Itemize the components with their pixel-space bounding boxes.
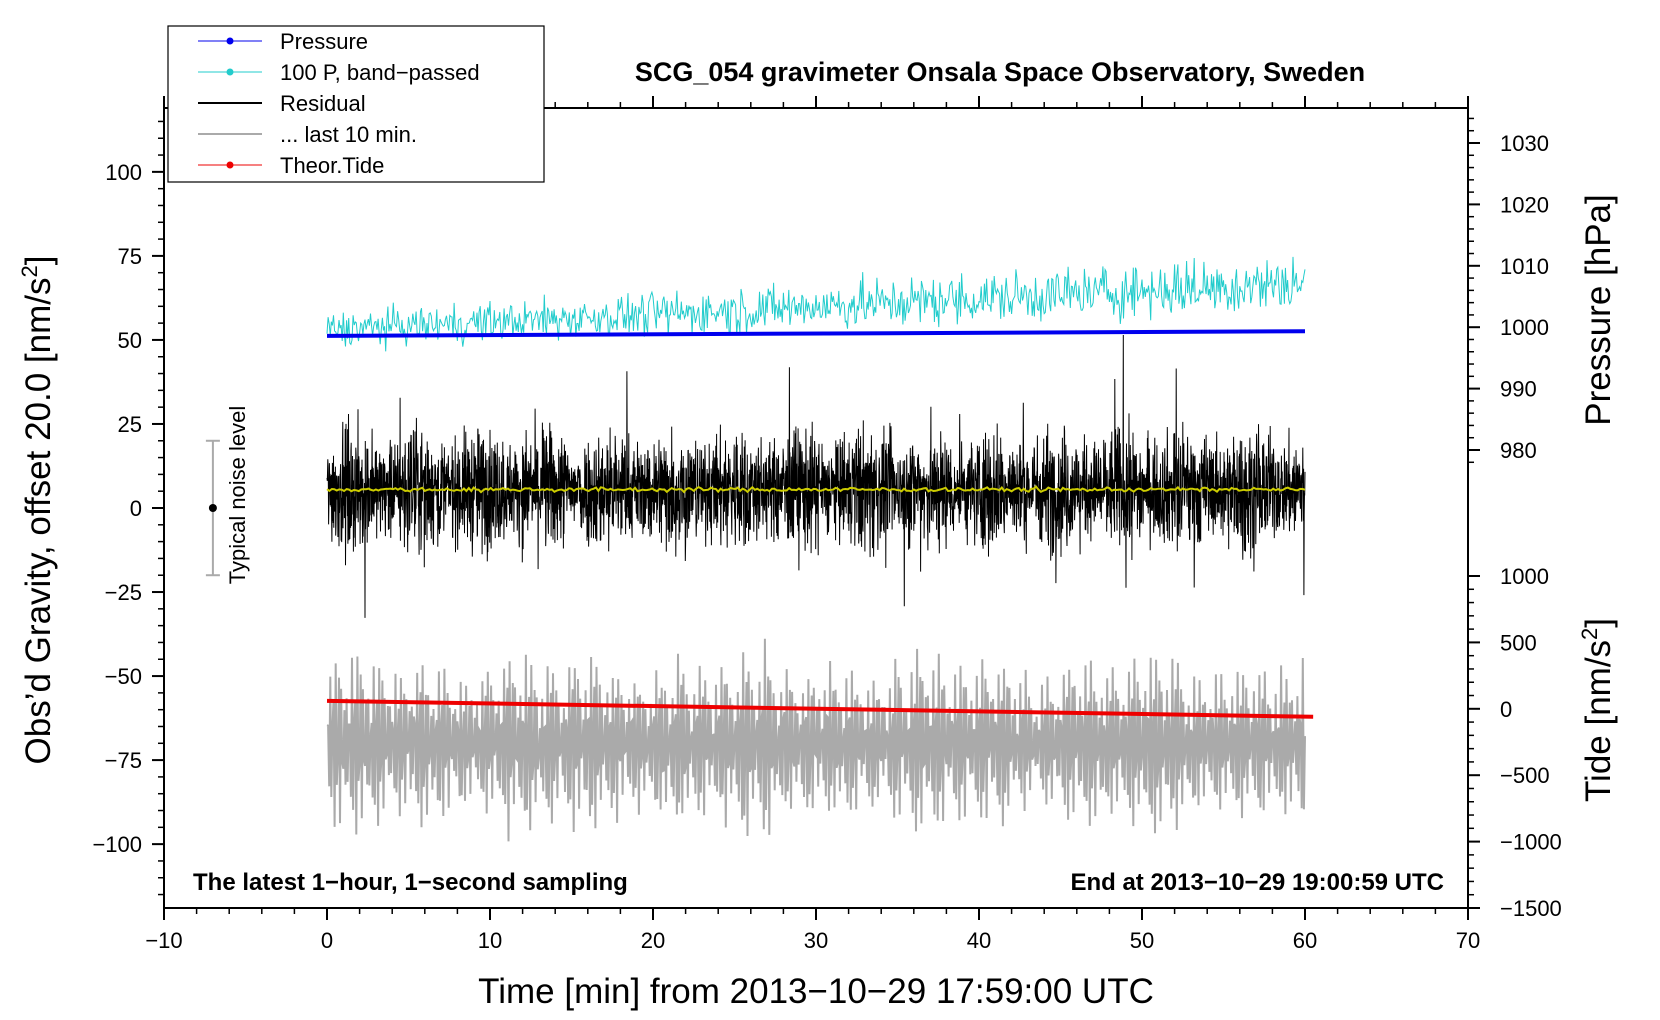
annotation-left: The latest 1−hour, 1−second sampling — [193, 869, 628, 896]
tide-tick-label: 500 — [1500, 630, 1537, 655]
pressure-tick-label: 1000 — [1500, 315, 1549, 340]
tide-tick-label: 1000 — [1500, 564, 1549, 589]
y-axis-tide-label-tail: ] — [1579, 618, 1618, 628]
legend-label: 100 P, band−passed — [280, 60, 480, 85]
x-tick-label: 40 — [967, 928, 991, 953]
pressure-tick-label: 1020 — [1500, 192, 1549, 217]
series-last-10-min — [326, 638, 1306, 842]
y-axis-left-label-main: Obs’d Gravity, offset 20.0 [nm/s — [19, 278, 58, 765]
x-tick-label: 30 — [804, 928, 828, 953]
y-tick-label: −100 — [92, 832, 142, 857]
y-tick-label: −75 — [105, 748, 142, 773]
legend-marker — [226, 37, 234, 45]
y-tick-label: 100 — [105, 160, 142, 185]
y-axis-tide: 1000 500 0 −500 −1000 −1500 — [1468, 564, 1562, 921]
y-axis-left-label: Obs’d Gravity, offset 20.0 [nm/s2] — [17, 256, 58, 765]
x-tick-label: 10 — [478, 928, 502, 953]
y-tick-label: 25 — [118, 412, 142, 437]
pressure-tick-label: 1030 — [1500, 131, 1549, 156]
x-tick-label: 20 — [641, 928, 665, 953]
legend-label: Theor.Tide — [280, 153, 384, 178]
y-tick-label: 50 — [118, 328, 142, 353]
x-tick-label: 50 — [1130, 928, 1154, 953]
y-axis-left-label-sup: 2 — [17, 265, 42, 277]
y-tick-label: −25 — [105, 580, 142, 605]
y-tick-label: 75 — [118, 244, 142, 269]
y-axis-tide-label-main: Tide [nm/s — [1579, 640, 1618, 802]
series-pressure — [326, 329, 1306, 338]
noise-level-label: Typical noise level — [225, 406, 250, 585]
legend-marker — [226, 161, 234, 169]
series-residual-mean — [326, 485, 1306, 494]
x-axis: −10 0 10 20 30 40 50 60 70 — [145, 96, 1480, 953]
pressure-tick-label: 1010 — [1500, 254, 1549, 279]
noise-level-bar — [205, 439, 220, 577]
y-axis-tide-label: Tide [nm/s2] — [1577, 618, 1618, 802]
series-layer — [326, 256, 1314, 842]
y-axis-pressure-label: Pressure [hPa] — [1579, 194, 1618, 426]
y-tick-label: 0 — [130, 496, 142, 521]
legend-label: ... last 10 min. — [280, 122, 417, 147]
series-residual — [326, 334, 1306, 618]
tide-tick-label: 0 — [1500, 697, 1512, 722]
legend-label: Residual — [280, 91, 366, 116]
legend-label: Pressure — [280, 29, 368, 54]
x-tick-label: 0 — [321, 928, 333, 953]
tide-tick-label: −1000 — [1500, 830, 1562, 855]
series-band-passed — [326, 256, 1306, 352]
chart-title: SCG_054 gravimeter Onsala Space Observat… — [635, 57, 1365, 87]
pressure-tick-label: 990 — [1500, 377, 1537, 402]
x-tick-label: 70 — [1456, 928, 1480, 953]
pressure-tick-label: 980 — [1500, 438, 1537, 463]
tide-tick-label: −500 — [1500, 763, 1550, 788]
y-tick-label: −50 — [105, 664, 142, 689]
legend: Pressure 100 P, band−passed Residual ... la… — [167, 25, 545, 183]
x-axis-label: Time [min] from 2013−10−29 17:59:00 UTC — [478, 972, 1154, 1011]
legend-marker — [226, 68, 234, 76]
x-tick-label: −10 — [145, 928, 182, 953]
series-theor-tide — [326, 698, 1314, 719]
y-axis-pressure: 1030 1020 1010 1000 990 980 — [1468, 117, 1549, 464]
x-tick-label: 60 — [1293, 928, 1317, 953]
y-axis-tide-label-sup: 2 — [1577, 628, 1602, 640]
tide-tick-label: −1500 — [1500, 896, 1562, 921]
y-axis-left-label-tail: ] — [19, 256, 58, 266]
annotation-right: End at 2013−10−29 19:00:59 UTC — [1070, 869, 1444, 896]
y-axis-left: 100 75 50 25 0 −25 −50 −75 −100 — [92, 120, 164, 896]
noise-bar-center — [208, 504, 217, 512]
